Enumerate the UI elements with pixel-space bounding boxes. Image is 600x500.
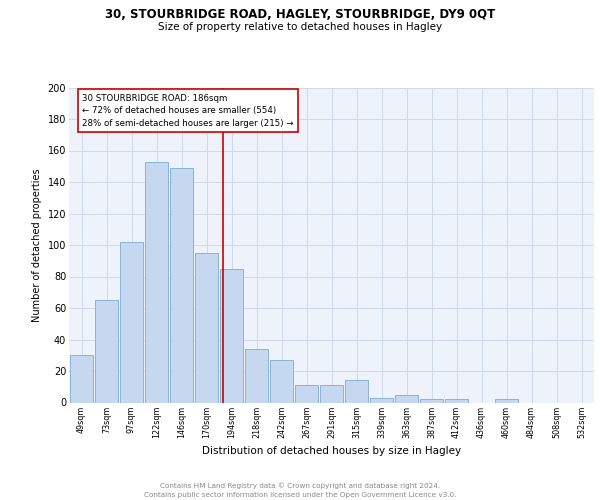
Bar [145, 162, 168, 402]
Bar [395, 394, 418, 402]
Bar [270, 360, 293, 403]
Text: Size of property relative to detached houses in Hagley: Size of property relative to detached ho… [158, 22, 442, 32]
Bar [195, 253, 218, 402]
Text: 30, STOURBRIDGE ROAD, HAGLEY, STOURBRIDGE, DY9 0QT: 30, STOURBRIDGE ROAD, HAGLEY, STOURBRIDG… [105, 8, 495, 20]
Bar [70, 355, 93, 403]
Bar [245, 349, 268, 403]
Bar [370, 398, 393, 402]
Bar [120, 242, 143, 402]
Y-axis label: Number of detached properties: Number of detached properties [32, 168, 42, 322]
X-axis label: Distribution of detached houses by size in Hagley: Distribution of detached houses by size … [202, 446, 461, 456]
Bar [220, 268, 243, 402]
Bar [420, 400, 443, 402]
Bar [170, 168, 193, 402]
Bar [445, 400, 468, 402]
Bar [95, 300, 118, 402]
Text: 30 STOURBRIDGE ROAD: 186sqm
← 72% of detached houses are smaller (554)
28% of se: 30 STOURBRIDGE ROAD: 186sqm ← 72% of det… [82, 94, 293, 128]
Text: Contains HM Land Registry data © Crown copyright and database right 2024.
Contai: Contains HM Land Registry data © Crown c… [144, 482, 456, 498]
Bar [295, 385, 318, 402]
Bar [345, 380, 368, 402]
Bar [495, 400, 518, 402]
Bar [320, 385, 343, 402]
